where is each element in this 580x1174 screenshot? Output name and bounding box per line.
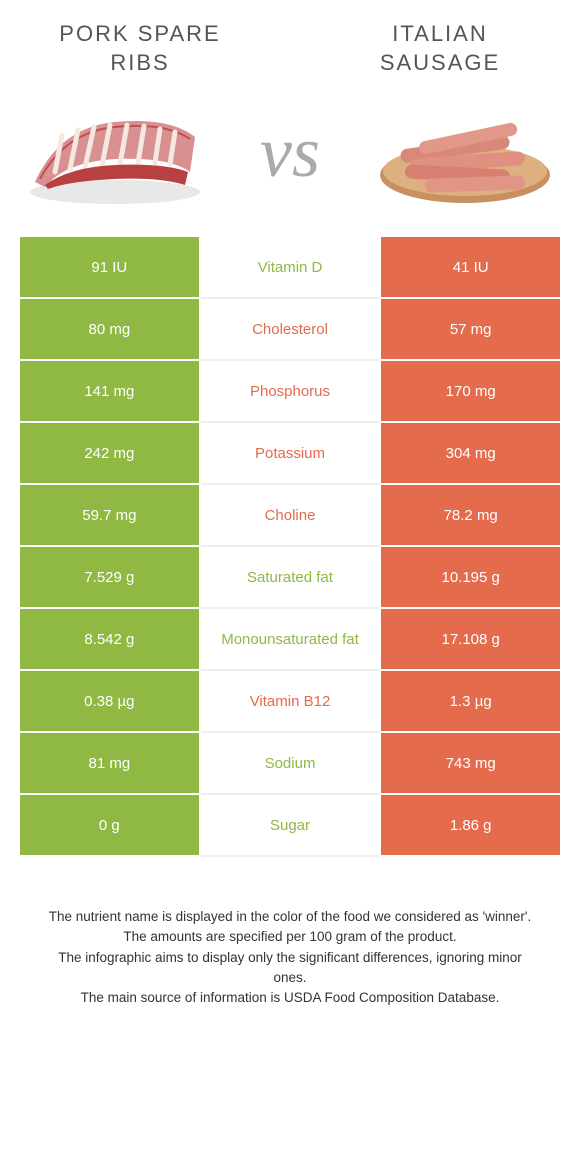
- footnote-line: The main source of information is USDA F…: [40, 988, 540, 1008]
- left-value: 59.7 mg: [20, 485, 201, 547]
- nutrient-name: Vitamin D: [201, 237, 380, 299]
- right-value: 57 mg: [379, 299, 560, 361]
- right-value: 41 IU: [379, 237, 560, 299]
- left-value: 7.529 g: [20, 547, 201, 609]
- left-value: 0.38 µg: [20, 671, 201, 733]
- footnote: The nutrient name is displayed in the co…: [0, 857, 580, 1048]
- pork-ribs-image: [20, 97, 210, 207]
- right-value: 10.195 g: [379, 547, 560, 609]
- nutrient-name: Choline: [201, 485, 380, 547]
- footnote-line: The infographic aims to display only the…: [40, 948, 540, 989]
- nutrient-table: 91 IUVitamin D41 IU80 mgCholesterol57 mg…: [20, 237, 560, 857]
- left-value: 141 mg: [20, 361, 201, 423]
- footnote-line: The nutrient name is displayed in the co…: [40, 907, 540, 927]
- table-row: 59.7 mgCholine78.2 mg: [20, 485, 560, 547]
- table-row: 8.542 gMonounsaturated fat17.108 g: [20, 609, 560, 671]
- nutrient-name: Phosphorus: [201, 361, 380, 423]
- right-value: 1.86 g: [379, 795, 560, 857]
- nutrient-name: Potassium: [201, 423, 380, 485]
- header: Pork spare ribs Italian sausage: [0, 0, 580, 87]
- nutrient-name: Saturated fat: [201, 547, 380, 609]
- table-row: 0.38 µgVitamin B121.3 µg: [20, 671, 560, 733]
- table-row: 7.529 gSaturated fat10.195 g: [20, 547, 560, 609]
- nutrient-name: Monounsaturated fat: [201, 609, 380, 671]
- right-value: 17.108 g: [379, 609, 560, 671]
- left-value: 81 mg: [20, 733, 201, 795]
- table-row: 91 IUVitamin D41 IU: [20, 237, 560, 299]
- right-value: 1.3 µg: [379, 671, 560, 733]
- right-value: 78.2 mg: [379, 485, 560, 547]
- table-row: 81 mgSodium743 mg: [20, 733, 560, 795]
- nutrient-name: Sodium: [201, 733, 380, 795]
- infographic: Pork spare ribs Italian sausage vs: [0, 0, 580, 1048]
- left-value: 80 mg: [20, 299, 201, 361]
- table-row: 80 mgCholesterol57 mg: [20, 299, 560, 361]
- left-value: 91 IU: [20, 237, 201, 299]
- left-value: 0 g: [20, 795, 201, 857]
- right-value: 743 mg: [379, 733, 560, 795]
- sausage-image: [370, 97, 560, 207]
- images-row: vs: [0, 87, 580, 237]
- left-value: 8.542 g: [20, 609, 201, 671]
- left-title: Pork spare ribs: [40, 20, 240, 77]
- right-title: Italian sausage: [340, 20, 540, 77]
- nutrient-name: Sugar: [201, 795, 380, 857]
- nutrient-name: Cholesterol: [201, 299, 380, 361]
- footnote-line: The amounts are specified per 100 gram o…: [40, 927, 540, 947]
- table-row: 141 mgPhosphorus170 mg: [20, 361, 560, 423]
- vs-label: vs: [260, 111, 320, 194]
- table-row: 0 gSugar1.86 g: [20, 795, 560, 857]
- table-row: 242 mgPotassium304 mg: [20, 423, 560, 485]
- right-value: 304 mg: [379, 423, 560, 485]
- right-value: 170 mg: [379, 361, 560, 423]
- nutrient-name: Vitamin B12: [201, 671, 380, 733]
- left-value: 242 mg: [20, 423, 201, 485]
